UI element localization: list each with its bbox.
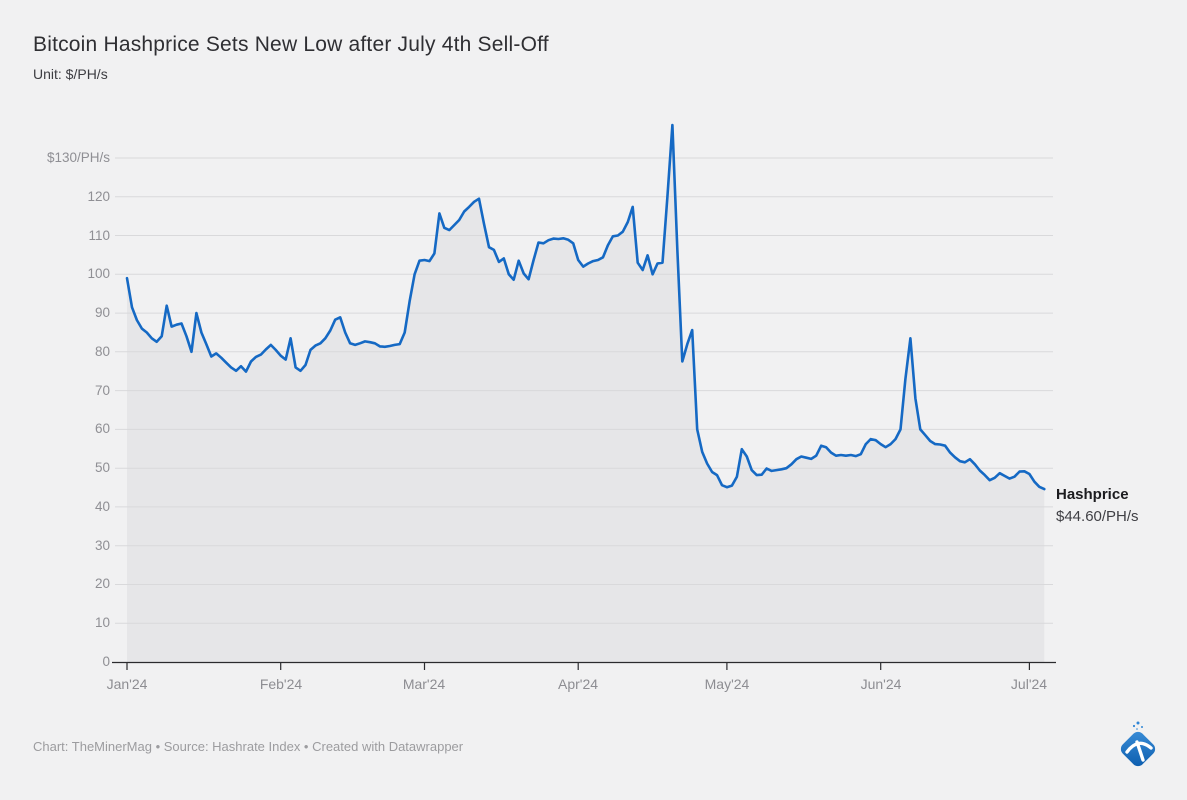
y-axis-label: 60 [94,421,110,436]
x-axis-label: Jun'24 [860,676,902,692]
x-axis-label: Jan'24 [106,676,148,692]
page-subtitle: Unit: $/PH/s [33,66,108,82]
theminermag-logo-icon[interactable] [1112,718,1164,774]
y-axis-label: 0 [102,654,110,669]
annotation-value-label: $44.60/PH/s [1056,508,1139,525]
x-axis-label: Jul'24 [1010,676,1048,692]
x-axis-label: Mar'24 [402,676,446,692]
annotation-series-label: Hashprice [1056,486,1129,503]
y-axis-label: 50 [94,460,110,475]
y-axis-label: 120 [87,189,110,204]
page-title: Bitcoin Hashprice Sets New Low after Jul… [33,33,549,56]
y-axis-label: 10 [94,615,110,630]
y-axis-label: $130/PH/s [46,150,110,165]
y-axis-label: 30 [94,538,110,553]
y-axis-label: 70 [94,383,110,398]
y-axis-label: 80 [94,344,110,359]
area-series [127,125,1045,662]
y-axis-label: 90 [94,305,110,320]
line-series [125,123,1046,491]
footer-credit: Chart: TheMinerMag • Source: Hashrate In… [33,739,464,754]
x-axis-label: May'24 [704,676,750,692]
y-axis-label: 100 [87,266,110,281]
x-axis-label: Apr'24 [557,676,599,692]
y-axis-label: 20 [94,576,110,591]
y-axis-label: 110 [88,228,110,243]
y-axis-label: 40 [94,499,110,514]
x-axis-label: Feb'24 [259,676,303,692]
